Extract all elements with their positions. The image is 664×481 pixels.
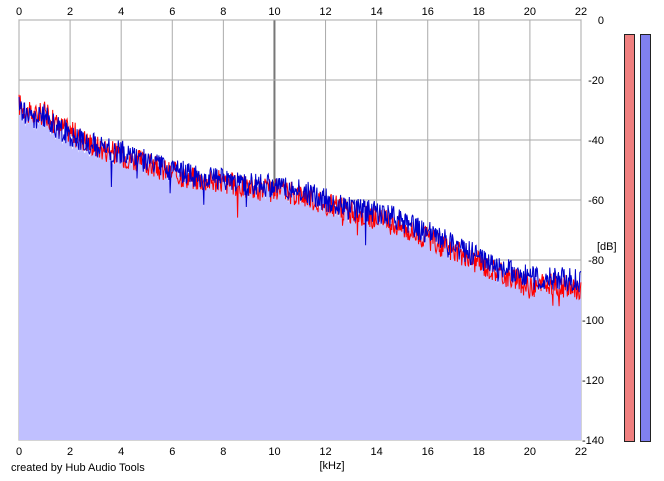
x-tick-label-bottom: 22 [575, 446, 587, 458]
x-tick-label-bottom: 18 [473, 446, 485, 458]
x-tick-label-bottom: 10 [268, 446, 280, 458]
level-meter-right [640, 34, 655, 446]
y-axis-label: [dB] [597, 241, 617, 253]
x-tick-label-top: 20 [524, 6, 536, 18]
y-tick-label: -140 [582, 435, 604, 447]
credit-text: created by Hub Audio Tools [11, 462, 145, 474]
x-tick-label-top: 10 [268, 6, 280, 18]
level-meter-left [624, 34, 639, 446]
series-lines [18, 94, 582, 307]
x-tick-label-bottom: 20 [524, 446, 536, 458]
y-tick-label: -60 [588, 195, 604, 207]
series-line-1 [18, 96, 582, 293]
x-tick-label-top: 4 [118, 6, 124, 18]
y-tick-label: -120 [582, 375, 604, 387]
x-tick-label-bottom: 0 [16, 446, 22, 458]
x-tick-label-top: 12 [319, 6, 331, 18]
x-tick-label-top: 6 [169, 6, 175, 18]
x-tick-label-bottom: 2 [67, 446, 73, 458]
x-tick-label-top: 0 [16, 6, 22, 18]
x-tick-label-top: 2 [67, 6, 73, 18]
x-tick-labels-top: 0 2 4 6 8 10 12 14 16 18 20 22 [16, 6, 587, 18]
x-tick-label-bottom: 6 [169, 446, 175, 458]
x-tick-label-bottom: 12 [319, 446, 331, 458]
y-tick-label: -40 [588, 135, 604, 147]
x-tick-label-top: 22 [575, 6, 587, 18]
y-tick-label: -80 [588, 255, 604, 267]
x-tick-label-top: 16 [422, 6, 434, 18]
y-tick-label: 0 [598, 15, 604, 27]
x-tick-label-bottom: 14 [371, 446, 383, 458]
x-tick-labels-bottom: 0 2 4 6 8 10 12 14 16 18 20 22 [16, 446, 587, 458]
x-tick-label-bottom: 8 [220, 446, 226, 458]
x-tick-label-top: 14 [371, 6, 383, 18]
x-tick-label-bottom: 4 [118, 446, 124, 458]
y-tick-label: -20 [588, 75, 604, 87]
x-tick-label-bottom: 16 [422, 446, 434, 458]
x-axis-label: [kHz] [319, 460, 344, 472]
x-tick-label-top: 8 [220, 6, 226, 18]
y-tick-label: -100 [582, 315, 604, 327]
spectrum-fill-area [19, 100, 581, 440]
y-tick-labels: 0 -20 -40 -60 -80 -100 -120 -140 [582, 15, 604, 447]
x-tick-label-top: 18 [473, 6, 485, 18]
